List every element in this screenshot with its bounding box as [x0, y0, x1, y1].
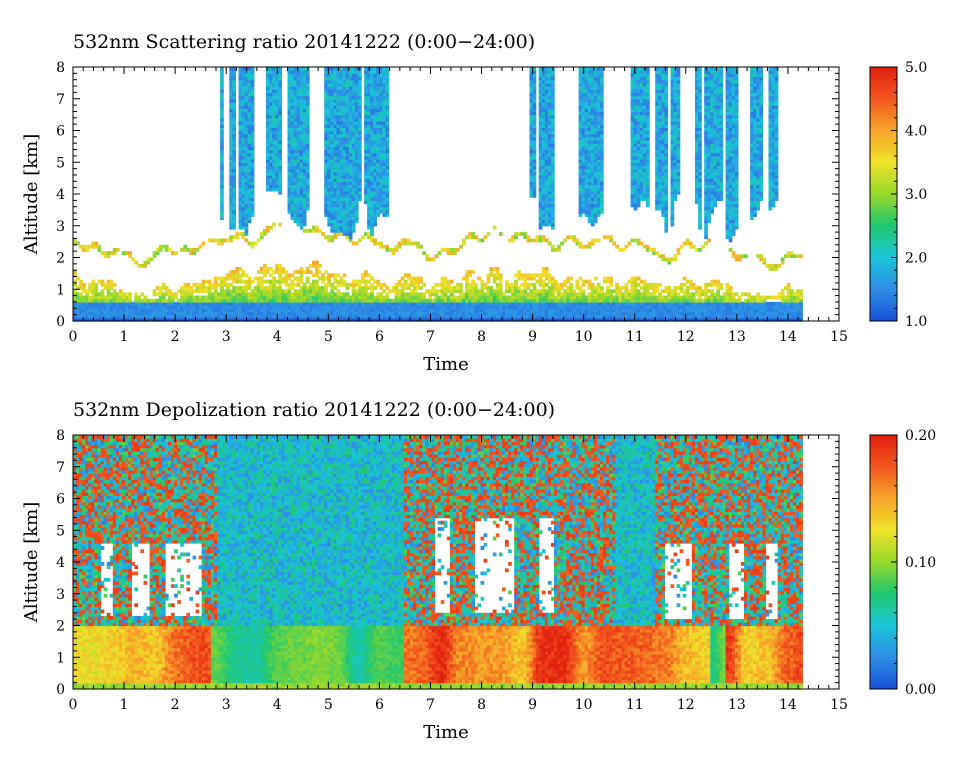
y-tick-label: 0: [56, 314, 65, 330]
x-tick-label: 5: [324, 329, 333, 345]
y-tick-label: 6: [56, 124, 65, 140]
colorbar-tick-label: 2.0: [905, 251, 927, 267]
x-tick-label: 0: [69, 329, 78, 345]
x-tick-label: 0: [69, 697, 78, 713]
y-tick-label: 7: [56, 460, 65, 476]
colorbar-tick-label: 0.10: [905, 555, 936, 571]
chart-title: 532nm Depolization ratio 20141222 (0:00−…: [73, 399, 555, 421]
y-tick-label: 2: [56, 251, 65, 267]
colorbar-tick-label: 1.0: [905, 314, 927, 330]
x-tick-label: 4: [273, 697, 282, 713]
x-tick-label: 8: [477, 697, 486, 713]
x-tick-label: 11: [626, 329, 644, 345]
chart-title: 532nm Scattering ratio 20141222 (0:00−24…: [73, 31, 535, 53]
x-tick-label: 3: [222, 697, 231, 713]
y-tick-label: 3: [56, 219, 65, 235]
y-axis-label: Altitude [km]: [21, 502, 42, 624]
x-tick-label: 1: [120, 697, 129, 713]
y-tick-label: 8: [56, 428, 65, 444]
x-tick-label: 6: [375, 697, 384, 713]
x-tick-label: 7: [426, 697, 435, 713]
x-tick-label: 12: [677, 697, 695, 713]
y-tick-label: 5: [56, 155, 65, 171]
x-tick-label: 14: [779, 697, 797, 713]
x-tick-label: 13: [728, 697, 746, 713]
x-tick-label: 12: [677, 329, 695, 345]
x-axis-label: Time: [423, 354, 468, 375]
x-tick-label: 8: [477, 329, 486, 345]
colorbar-tick-label: 0.00: [905, 682, 936, 698]
y-tick-label: 4: [56, 555, 65, 571]
x-tick-label: 11: [626, 697, 644, 713]
y-tick-label: 3: [56, 587, 65, 603]
y-tick-label: 7: [56, 92, 65, 108]
x-tick-label: 14: [779, 329, 797, 345]
x-tick-label: 7: [426, 329, 435, 345]
y-tick-label: 4: [56, 187, 65, 203]
colorbar-tick-label: 4.0: [905, 124, 927, 140]
x-tick-label: 2: [171, 329, 180, 345]
colorbar: 1.0 2.0 3.0 4.0 5.0: [870, 60, 927, 330]
x-tick-label: 1: [120, 329, 129, 345]
y-tick-label: 1: [56, 650, 65, 666]
colorbar: 0.00 0.10 0.20: [870, 428, 936, 698]
y-tick-label: 1: [56, 282, 65, 298]
x-tick-label: 15: [830, 329, 848, 345]
lidar-figure: 0 1 2 3 4 5 6 7 8 9 10 11 12 13 14 15012345678532nm Sca…: [0, 0, 960, 770]
y-axis-label: Altitude [km]: [21, 134, 42, 256]
x-tick-label: 2: [171, 697, 180, 713]
x-tick-label: 10: [575, 329, 593, 345]
colorbar-tick-label: 3.0: [905, 187, 927, 203]
x-tick-label: 9: [528, 329, 537, 345]
x-tick-label: 9: [528, 697, 537, 713]
x-tick-label: 13: [728, 329, 746, 345]
colorbar-tick-label: 5.0: [905, 60, 927, 76]
x-tick-label: 10: [575, 697, 593, 713]
x-tick-label: 3: [222, 329, 231, 345]
y-tick-label: 2: [56, 619, 65, 635]
y-tick-label: 0: [56, 682, 65, 698]
x-axis-label: Time: [423, 722, 468, 743]
x-tick-label: 4: [273, 329, 282, 345]
y-tick-label: 8: [56, 60, 65, 76]
x-tick-label: 5: [324, 697, 333, 713]
y-tick-label: 6: [56, 492, 65, 508]
colorbar-tick-label: 0.20: [905, 428, 936, 444]
x-tick-label: 15: [830, 697, 848, 713]
x-tick-label: 6: [375, 329, 384, 345]
y-tick-label: 5: [56, 523, 65, 539]
